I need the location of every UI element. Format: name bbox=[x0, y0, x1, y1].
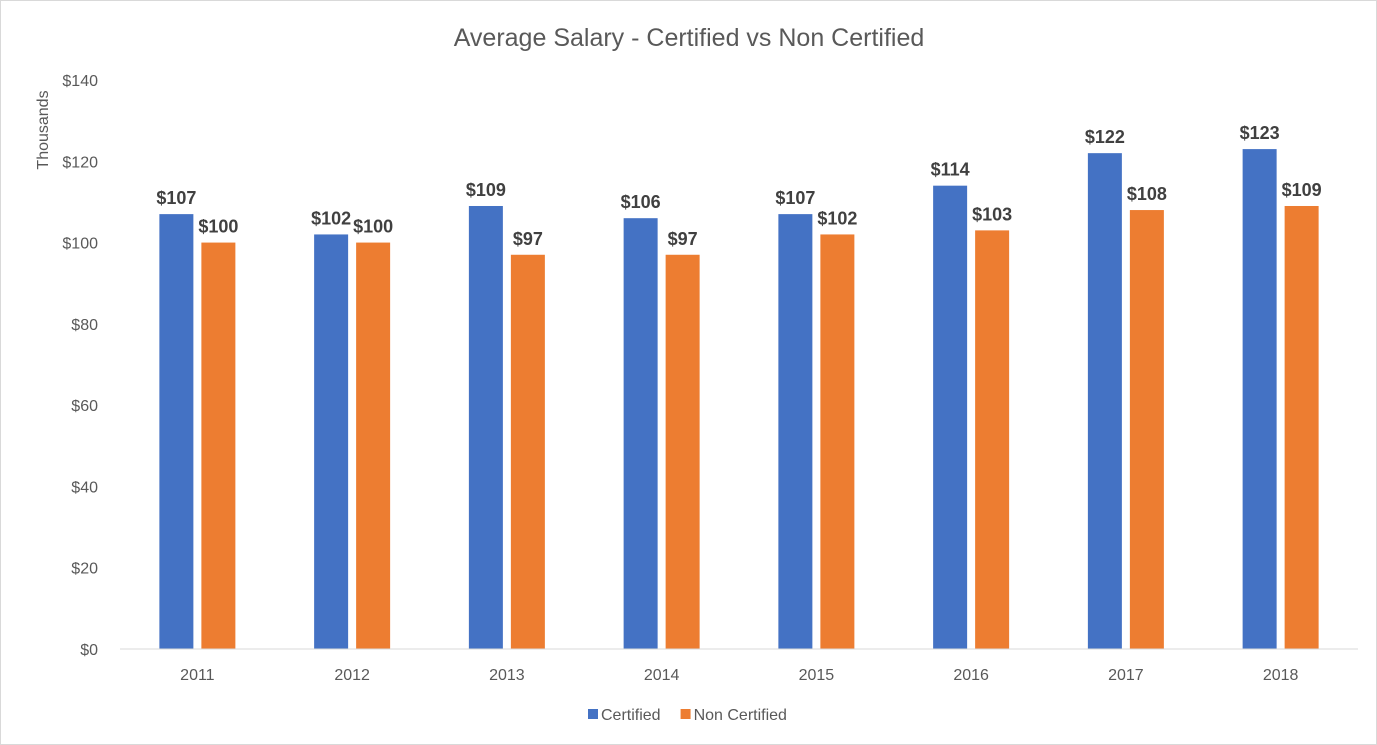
legend-swatch bbox=[680, 709, 691, 719]
x-tick-label: 2011 bbox=[180, 667, 215, 684]
x-tick-label: 2015 bbox=[799, 667, 835, 684]
bar-certified-2018 bbox=[1242, 149, 1277, 650]
bar-certified-2012 bbox=[314, 234, 349, 649]
bar-certified-2011 bbox=[159, 214, 194, 649]
data-label: $106 bbox=[621, 192, 661, 212]
y-tick-label: $140 bbox=[62, 73, 98, 90]
y-tick-label: $20 bbox=[71, 561, 98, 578]
data-label: $108 bbox=[1127, 184, 1167, 204]
legend: Certified Non Certified bbox=[588, 707, 787, 724]
legend-swatch bbox=[588, 709, 598, 719]
y-tick-label: $120 bbox=[62, 154, 98, 171]
bar-non-certified-2011 bbox=[201, 242, 236, 650]
y-axis-ticks: $0 $20 $40 $60 $80 $100 $120 $140 bbox=[62, 73, 98, 659]
bar-non-certified-2015 bbox=[820, 234, 855, 649]
y-axis-title: Thousands bbox=[35, 90, 52, 169]
data-label: $114 bbox=[931, 160, 970, 180]
data-label: $122 bbox=[1085, 127, 1125, 147]
y-tick-label: $100 bbox=[62, 236, 98, 253]
bar-non-certified-2013 bbox=[510, 254, 545, 649]
data-label: $109 bbox=[466, 180, 506, 200]
data-label: $100 bbox=[198, 217, 238, 237]
x-axis-ticks: 2011 2012 2013 2014 2015 2016 2017 2018 bbox=[180, 667, 1298, 684]
x-tick-label: 2018 bbox=[1263, 667, 1299, 684]
data-label: $102 bbox=[817, 208, 857, 228]
data-label: $107 bbox=[775, 188, 815, 208]
bar-certified-2015 bbox=[778, 214, 813, 649]
x-tick-label: 2016 bbox=[953, 667, 989, 684]
x-tick-label: 2013 bbox=[489, 667, 525, 684]
legend-label: Certified bbox=[601, 707, 661, 724]
y-tick-label: $80 bbox=[71, 317, 98, 334]
data-label: $109 bbox=[1282, 180, 1322, 200]
bar-certified-2016 bbox=[933, 185, 968, 649]
bar-non-certified-2014 bbox=[665, 254, 700, 649]
legend-label: Non Certified bbox=[694, 707, 787, 724]
x-tick-label: 2017 bbox=[1108, 667, 1144, 684]
data-label: $102 bbox=[311, 208, 351, 228]
bars: $107$100 $102 $100$109$97$106$97$107$102$1… bbox=[156, 123, 1322, 650]
x-tick-label: 2012 bbox=[334, 667, 370, 684]
data-label: $97 bbox=[668, 229, 698, 249]
bar-certified-2013 bbox=[468, 205, 503, 649]
data-label: $123 bbox=[1240, 123, 1280, 143]
x-tick-label: 2014 bbox=[644, 667, 680, 684]
data-label: $103 bbox=[972, 204, 1012, 224]
bar-non-certified-2018 bbox=[1284, 205, 1319, 649]
y-tick-label: $60 bbox=[71, 398, 98, 415]
y-tick-label: $0 bbox=[80, 642, 98, 659]
bar-certified-2014 bbox=[623, 218, 658, 649]
bar-certified-2017 bbox=[1087, 153, 1122, 649]
y-tick-label: $40 bbox=[71, 479, 98, 496]
chart-title: Average Salary - Certified vs Non Certif… bbox=[454, 24, 925, 52]
data-label: $97 bbox=[513, 229, 543, 249]
bar-non-certified-2016 bbox=[975, 230, 1010, 649]
bar-non-certified-2012 bbox=[356, 242, 391, 650]
data-label: $107 bbox=[156, 188, 196, 208]
data-label: $100 bbox=[353, 217, 393, 237]
bar-non-certified-2017 bbox=[1129, 210, 1164, 650]
